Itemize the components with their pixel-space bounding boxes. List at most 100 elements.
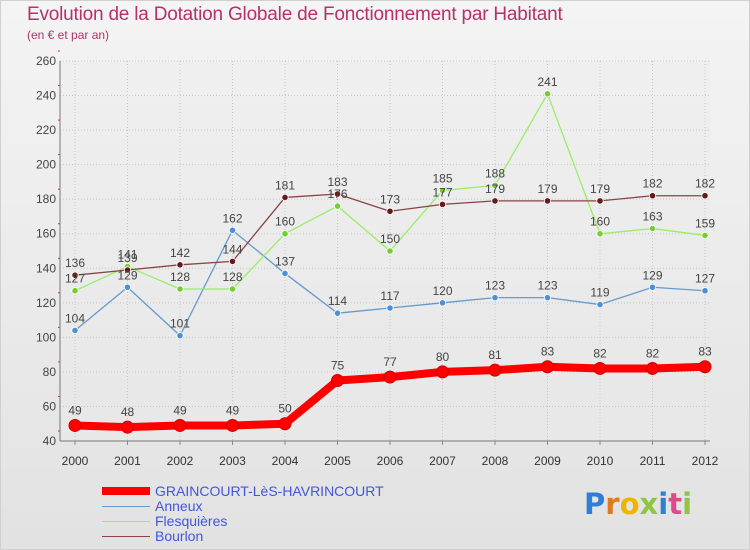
data-point — [491, 197, 499, 205]
data-label: 241 — [537, 75, 557, 89]
data-label: 50 — [278, 402, 292, 416]
data-point — [333, 190, 342, 198]
data-point — [281, 193, 289, 202]
data-label: 177 — [432, 185, 452, 199]
data-label: 129 — [117, 268, 137, 282]
logo-letter: P — [584, 487, 606, 521]
logo-letter: i — [658, 487, 669, 521]
data-label: 123 — [537, 279, 557, 293]
y-tick-label: 40 — [43, 434, 57, 448]
data-label: 181 — [275, 178, 295, 192]
data-point — [173, 418, 187, 432]
data-label: 104 — [65, 311, 85, 325]
data-label: 179 — [485, 182, 505, 196]
x-tick-label: 2012 — [692, 454, 719, 468]
data-label: 141 — [117, 248, 137, 262]
x-tick-label: 2006 — [377, 454, 404, 468]
legend-swatch — [102, 506, 150, 507]
data-point — [228, 226, 237, 234]
x-tick-label: 2002 — [167, 454, 194, 468]
data-point — [386, 207, 394, 215]
data-point — [438, 299, 447, 307]
data-point — [71, 326, 79, 335]
data-point — [648, 283, 657, 291]
legend-swatch — [102, 521, 150, 522]
data-point — [71, 271, 79, 279]
data-label: 162 — [222, 211, 242, 225]
data-label: 182 — [642, 177, 662, 191]
data-label: 176 — [327, 187, 347, 201]
logo-letter: i — [682, 487, 693, 521]
data-label: 142 — [170, 246, 190, 260]
y-tick-label: 160 — [36, 227, 56, 241]
data-point — [491, 294, 499, 302]
data-label: 188 — [485, 166, 505, 180]
data-label: 82 — [593, 346, 607, 360]
data-point — [176, 332, 184, 340]
data-label: 77 — [383, 355, 397, 369]
data-label: 117 — [380, 289, 399, 303]
data-point — [543, 294, 552, 302]
data-point — [68, 418, 82, 432]
y-tick-label: 80 — [43, 365, 57, 379]
data-point — [71, 287, 79, 295]
x-tick-label: 2008 — [482, 454, 509, 468]
y-tick-label: 60 — [43, 399, 57, 413]
data-point — [386, 304, 394, 312]
data-point — [333, 202, 342, 210]
data-point — [123, 266, 132, 274]
data-label: 114 — [328, 294, 347, 308]
plot-area — [60, 61, 710, 441]
data-point — [278, 417, 292, 431]
series-layer — [68, 90, 712, 434]
data-point — [226, 418, 239, 432]
x-tick-label: 2010 — [587, 454, 614, 468]
data-point — [701, 287, 709, 295]
legend-label: Flesquières — [155, 513, 228, 529]
data-label: 127 — [65, 272, 85, 286]
data-label: 150 — [380, 232, 400, 246]
data-label: 101 — [170, 317, 190, 331]
x-tick-label: 2000 — [62, 454, 89, 468]
data-point — [596, 300, 604, 309]
data-label: 119 — [590, 286, 609, 300]
gridlines — [60, 60, 710, 442]
x-tick-label: 2005 — [324, 454, 351, 468]
y-tick-label: 200 — [36, 158, 56, 172]
data-point — [646, 361, 659, 375]
data-point — [701, 231, 709, 240]
data-point — [438, 186, 447, 195]
x-tick-label: 2011 — [640, 454, 666, 468]
data-point — [648, 224, 657, 233]
data-label: 144 — [222, 242, 242, 256]
data-point — [596, 197, 604, 205]
data-label: 173 — [380, 192, 400, 206]
data-point — [491, 181, 499, 189]
data-point — [228, 257, 237, 265]
data-labels: 49 48 49 49 50 75 77 80 81 83 82 82 83 104 129 101 162 13… — [65, 75, 715, 419]
legend-swatch — [102, 487, 150, 495]
data-label: 137 — [275, 254, 295, 268]
data-point — [541, 360, 554, 374]
data-label: 80 — [436, 350, 450, 364]
x-tick-label: 2007 — [429, 454, 456, 468]
data-point — [331, 374, 344, 388]
data-point — [698, 360, 712, 374]
data-point — [593, 361, 607, 375]
data-label: 49 — [173, 403, 187, 417]
chart-title: Evolution de la Dotation Globale de Fonc… — [27, 4, 563, 25]
data-label: 123 — [485, 279, 505, 293]
y-tick-label: 100 — [36, 330, 56, 344]
x-tick-label: 2009 — [534, 454, 561, 468]
data-point — [281, 230, 289, 238]
data-label: 185 — [432, 172, 452, 186]
proxiti-logo: Proxiti — [584, 487, 692, 521]
legend-label: GRAINCOURT-LèS-HAVRINCOURT — [155, 483, 384, 499]
data-label: 75 — [331, 359, 345, 373]
legend-label: Anneux — [155, 498, 203, 514]
x-tick-label: 2004 — [272, 454, 299, 468]
data-point — [438, 200, 447, 208]
data-label: 179 — [537, 182, 557, 196]
data-label: 160 — [590, 215, 610, 229]
